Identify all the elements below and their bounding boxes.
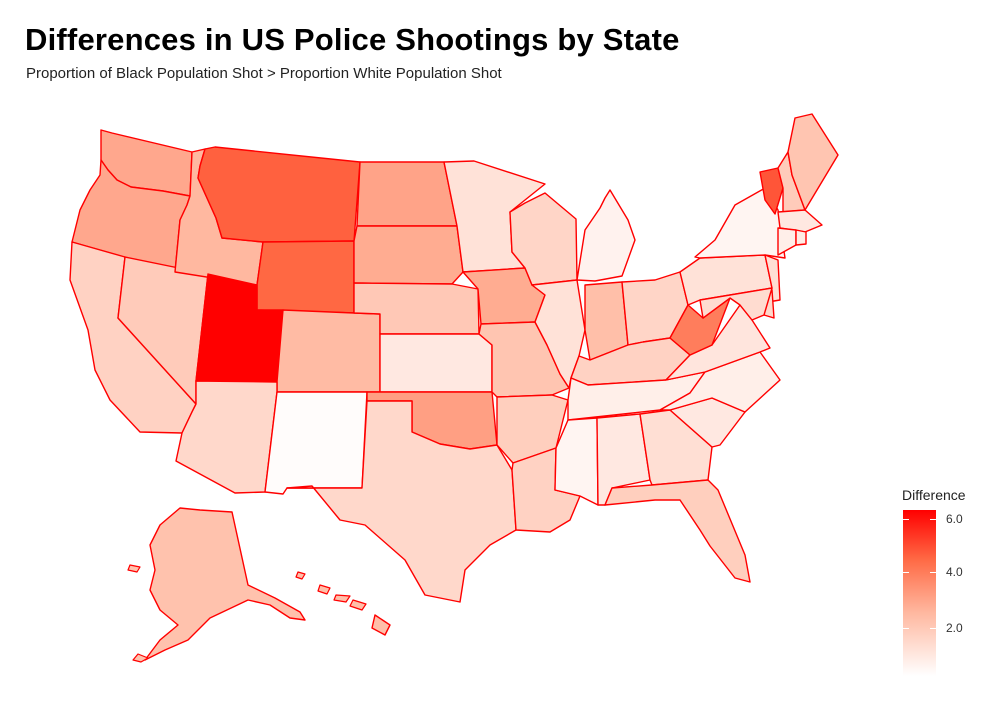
state-ri	[795, 229, 807, 246]
state-tx	[286, 400, 517, 603]
state-hi	[333, 594, 351, 603]
legend-tick-mark	[930, 519, 936, 520]
state-mi	[576, 189, 636, 282]
state-hi	[317, 584, 331, 595]
state-nc	[659, 351, 781, 413]
state-sd	[353, 225, 464, 285]
state-ak	[132, 653, 149, 663]
state-nj	[764, 254, 781, 303]
state-nm	[264, 391, 368, 495]
state-vt	[759, 167, 784, 215]
state-ma	[777, 209, 823, 233]
legend-tick-label: 2.0	[946, 621, 963, 635]
legend-title: Difference	[902, 487, 966, 503]
state-ak	[144, 507, 306, 661]
state-fl	[604, 479, 751, 583]
state-az	[175, 380, 278, 494]
state-hi	[349, 599, 367, 611]
legend-tick-mark	[903, 519, 909, 520]
legend-tick-mark	[903, 628, 909, 629]
legend-color-bar	[903, 510, 936, 676]
state-co	[276, 309, 381, 393]
legend-tick-label: 4.0	[946, 565, 963, 579]
legend-tick-mark	[930, 572, 936, 573]
state-hi	[371, 614, 391, 636]
state-ms	[554, 417, 599, 506]
state-ks	[379, 333, 493, 393]
state-md	[699, 287, 773, 321]
state-ct	[777, 227, 797, 256]
legend-tick-mark	[930, 628, 936, 629]
map-subtitle: Proportion of Black Population Shot > Pr…	[26, 65, 502, 82]
legend-tick-mark	[903, 572, 909, 573]
map-title: Differences in US Police Shootings by St…	[25, 22, 680, 57]
state-ny	[694, 187, 786, 259]
state-me	[787, 113, 839, 211]
legend-tick-label: 6.0	[946, 512, 963, 526]
state-mt	[197, 146, 361, 243]
state-hi	[295, 571, 306, 580]
state-wy	[256, 240, 355, 314]
state-ak	[127, 564, 141, 573]
state-nd	[356, 161, 458, 227]
